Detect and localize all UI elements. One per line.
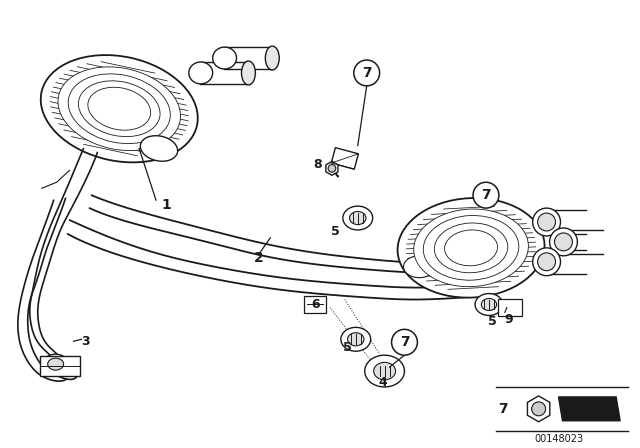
Polygon shape [527,396,550,422]
Ellipse shape [266,46,279,70]
Ellipse shape [68,74,170,144]
Ellipse shape [554,233,572,251]
Ellipse shape [538,213,556,231]
Ellipse shape [43,354,68,374]
Polygon shape [559,397,620,421]
Ellipse shape [550,228,577,256]
Ellipse shape [481,298,497,310]
Polygon shape [326,161,338,175]
Text: 9: 9 [505,313,513,326]
Text: 7: 7 [481,188,491,202]
Ellipse shape [413,209,529,287]
Text: 3: 3 [81,335,90,348]
Circle shape [473,182,499,208]
Polygon shape [40,356,79,376]
Text: 6: 6 [312,298,320,311]
Circle shape [392,329,417,355]
Text: 5: 5 [488,315,496,328]
Ellipse shape [538,253,556,271]
Ellipse shape [41,55,198,162]
Ellipse shape [349,211,366,224]
Circle shape [532,402,545,416]
FancyBboxPatch shape [304,296,326,314]
Ellipse shape [58,67,180,151]
Ellipse shape [365,355,404,387]
Text: 5: 5 [330,225,339,238]
Polygon shape [332,148,358,169]
Text: 4: 4 [378,375,387,388]
Ellipse shape [435,223,508,273]
Ellipse shape [140,136,178,161]
Ellipse shape [189,62,212,84]
Ellipse shape [403,256,435,278]
Text: 1: 1 [161,198,171,212]
Text: 7: 7 [498,402,508,416]
Ellipse shape [532,248,561,276]
Ellipse shape [88,87,150,130]
Ellipse shape [423,215,519,280]
Ellipse shape [341,327,371,351]
Ellipse shape [445,230,497,266]
Text: 8: 8 [314,158,322,171]
Text: 7: 7 [362,66,372,80]
Text: 7: 7 [399,335,410,349]
Ellipse shape [397,198,545,297]
Text: 5: 5 [344,341,352,354]
Ellipse shape [79,81,160,137]
Ellipse shape [48,358,63,370]
Ellipse shape [532,208,561,236]
Circle shape [328,164,336,172]
Ellipse shape [475,293,503,315]
Circle shape [354,60,380,86]
Ellipse shape [343,206,372,230]
Ellipse shape [374,362,396,380]
Text: 2: 2 [253,251,263,265]
Text: 00148023: 00148023 [534,434,583,444]
Ellipse shape [348,333,364,346]
FancyBboxPatch shape [498,298,522,316]
Ellipse shape [241,61,255,85]
Ellipse shape [212,47,237,69]
